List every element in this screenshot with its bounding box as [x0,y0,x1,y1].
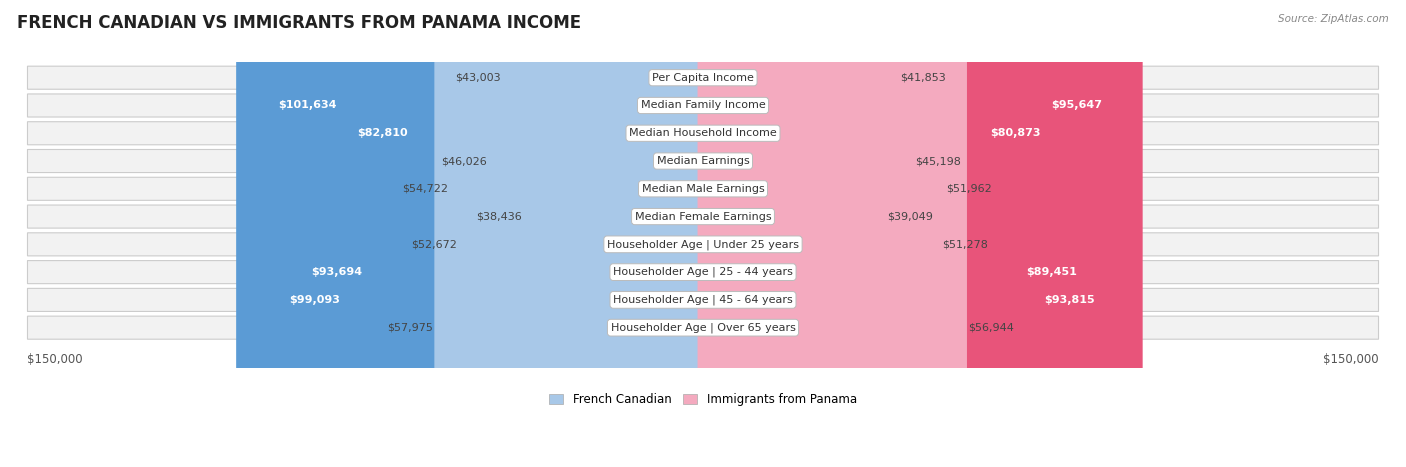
Text: $45,198: $45,198 [915,156,960,166]
Text: Source: ZipAtlas.com: Source: ZipAtlas.com [1278,14,1389,24]
Legend: French Canadian, Immigrants from Panama: French Canadian, Immigrants from Panama [544,388,862,411]
FancyBboxPatch shape [697,0,945,467]
Text: $99,093: $99,093 [290,295,340,305]
Text: $93,815: $93,815 [1045,295,1095,305]
Text: Householder Age | 25 - 44 years: Householder Age | 25 - 44 years [613,267,793,277]
FancyBboxPatch shape [28,316,1378,339]
Text: Per Capita Income: Per Capita Income [652,73,754,83]
Text: $51,278: $51,278 [942,240,988,249]
Text: $57,975: $57,975 [387,323,433,333]
FancyBboxPatch shape [28,177,1378,200]
FancyBboxPatch shape [236,0,709,467]
Text: $82,810: $82,810 [357,128,408,138]
FancyBboxPatch shape [697,0,941,467]
FancyBboxPatch shape [28,288,1378,311]
FancyBboxPatch shape [697,0,898,467]
FancyBboxPatch shape [28,205,1378,228]
Text: $93,694: $93,694 [312,267,363,277]
FancyBboxPatch shape [458,0,709,467]
Text: Householder Age | Under 25 years: Householder Age | Under 25 years [607,239,799,249]
FancyBboxPatch shape [28,94,1378,117]
Text: FRENCH CANADIAN VS IMMIGRANTS FROM PANAMA INCOME: FRENCH CANADIAN VS IMMIGRANTS FROM PANAM… [17,14,581,32]
Text: $89,451: $89,451 [1026,267,1077,277]
Text: Householder Age | Over 65 years: Householder Age | Over 65 years [610,322,796,333]
FancyBboxPatch shape [502,0,709,467]
FancyBboxPatch shape [489,0,709,467]
Text: $95,647: $95,647 [1052,100,1102,111]
FancyBboxPatch shape [247,0,709,467]
Text: $56,944: $56,944 [969,323,1014,333]
Text: $52,672: $52,672 [411,240,457,249]
Text: Median Household Income: Median Household Income [628,128,778,138]
Text: $41,853: $41,853 [900,73,946,83]
FancyBboxPatch shape [697,0,1143,467]
Text: $80,873: $80,873 [990,128,1040,138]
Text: Median Earnings: Median Earnings [657,156,749,166]
FancyBboxPatch shape [697,0,914,467]
Text: $43,003: $43,003 [456,73,501,83]
Text: Median Family Income: Median Family Income [641,100,765,111]
Text: $46,026: $46,026 [441,156,488,166]
FancyBboxPatch shape [434,0,709,467]
FancyBboxPatch shape [273,0,709,467]
FancyBboxPatch shape [28,66,1378,89]
FancyBboxPatch shape [697,0,1135,467]
Text: Householder Age | 45 - 64 years: Householder Age | 45 - 64 years [613,295,793,305]
Text: Median Male Earnings: Median Male Earnings [641,184,765,194]
FancyBboxPatch shape [28,261,1378,283]
FancyBboxPatch shape [697,0,1076,467]
FancyBboxPatch shape [697,0,886,467]
Text: Median Female Earnings: Median Female Earnings [634,212,772,221]
Text: $150,000: $150,000 [28,353,83,366]
Text: $101,634: $101,634 [278,100,337,111]
FancyBboxPatch shape [697,0,967,467]
Text: $51,962: $51,962 [946,184,991,194]
FancyBboxPatch shape [697,0,1115,467]
FancyBboxPatch shape [449,0,709,467]
Text: $39,049: $39,049 [887,212,934,221]
FancyBboxPatch shape [322,0,709,467]
Text: $150,000: $150,000 [1323,353,1378,366]
FancyBboxPatch shape [523,0,709,467]
FancyBboxPatch shape [28,233,1378,256]
Text: $38,436: $38,436 [477,212,522,221]
Text: $54,722: $54,722 [402,184,447,194]
FancyBboxPatch shape [28,122,1378,145]
FancyBboxPatch shape [28,149,1378,173]
